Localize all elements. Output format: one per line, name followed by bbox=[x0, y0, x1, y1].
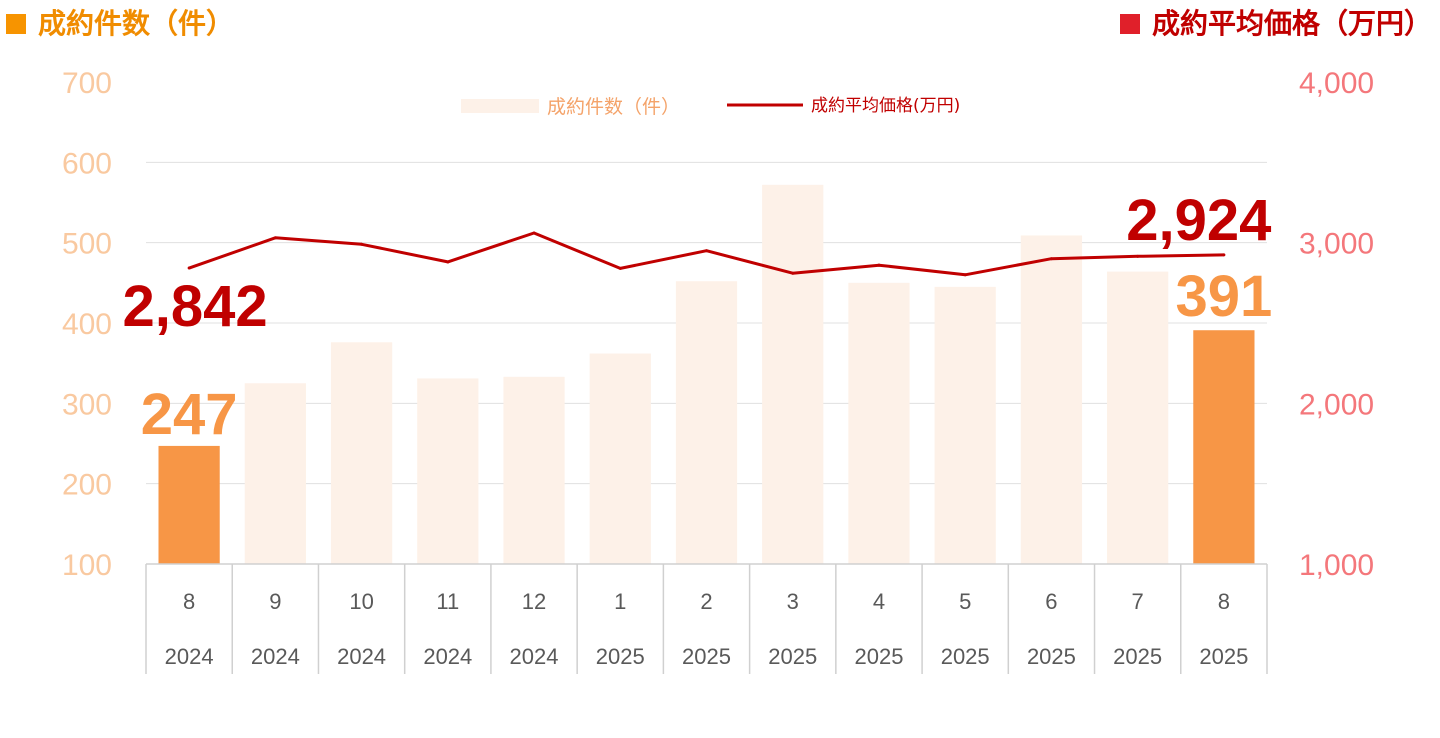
left-y-tick-label: 100 bbox=[62, 549, 112, 582]
right-y-tick-label: 3,000 bbox=[1299, 228, 1374, 261]
left-y-tick-label: 700 bbox=[62, 67, 112, 100]
line-point bbox=[187, 266, 191, 270]
left-axis-title-text: 成約件数（件） bbox=[38, 7, 235, 40]
x-tick-month: 7 bbox=[1132, 589, 1144, 614]
line-point bbox=[877, 263, 881, 267]
left-y-tick-label: 600 bbox=[62, 147, 112, 180]
right-y-tick-label: 1,000 bbox=[1299, 549, 1374, 582]
line-point bbox=[1136, 254, 1140, 258]
line-last-value-label: 2,924 bbox=[1126, 188, 1271, 253]
line-point bbox=[618, 266, 622, 270]
left-y-tick-label: 500 bbox=[62, 228, 112, 261]
left-y-tick-label: 300 bbox=[62, 388, 112, 421]
line-point bbox=[446, 260, 450, 264]
x-tick-year: 2025 bbox=[1027, 644, 1076, 669]
line-point bbox=[1222, 253, 1226, 257]
x-tick-year: 2024 bbox=[423, 644, 472, 669]
bar bbox=[158, 445, 220, 564]
line-point bbox=[360, 242, 364, 246]
bar bbox=[330, 342, 393, 564]
bar bbox=[589, 353, 651, 564]
bar bbox=[417, 378, 479, 564]
legend: 成約件数（件） 成約平均価格(万円) bbox=[461, 96, 960, 118]
left-y-axis: 700 600 500 400 300 200 100 bbox=[62, 67, 112, 582]
bar bbox=[934, 286, 996, 564]
legend-bar-label: 成約件数（件） bbox=[547, 96, 680, 118]
left-y-tick-label: 200 bbox=[62, 469, 112, 502]
legend-line-label: 成約平均価格(万円) bbox=[811, 96, 960, 116]
annotations: 247 391 2,842 2,924 bbox=[123, 188, 1273, 447]
x-tick-month: 10 bbox=[349, 589, 373, 614]
bar bbox=[244, 383, 306, 564]
bar bbox=[848, 282, 910, 564]
x-tick-month: 5 bbox=[959, 589, 971, 614]
x-tick-year: 2025 bbox=[682, 644, 731, 669]
bar bbox=[762, 184, 824, 564]
x-tick-year: 2025 bbox=[596, 644, 645, 669]
x-tick-month: 2 bbox=[700, 589, 712, 614]
x-tick-year: 2025 bbox=[941, 644, 990, 669]
legend-bar-swatch bbox=[461, 99, 539, 113]
bar bbox=[1193, 330, 1255, 564]
right-y-tick-label: 4,000 bbox=[1299, 67, 1374, 100]
x-tick-year: 2024 bbox=[251, 644, 300, 669]
bar bbox=[1107, 271, 1169, 564]
right-series-marker bbox=[1119, 14, 1140, 34]
bar bbox=[675, 281, 738, 564]
line-point bbox=[705, 249, 708, 253]
right-y-tick-label: 2,000 bbox=[1299, 388, 1374, 421]
bar-first-value-label: 247 bbox=[141, 382, 238, 447]
x-tick-month: 4 bbox=[873, 589, 885, 614]
x-tick-month: 1 bbox=[614, 589, 626, 614]
bar-last-value-label: 391 bbox=[1175, 264, 1272, 329]
x-tick-month: 11 bbox=[436, 589, 459, 614]
line-first-value-label: 2,842 bbox=[123, 274, 268, 339]
x-tick-year: 2024 bbox=[510, 644, 559, 669]
x-tick-month: 3 bbox=[787, 589, 799, 614]
x-tick-year: 2024 bbox=[337, 644, 386, 669]
x-tick-year: 2025 bbox=[1199, 644, 1248, 669]
bar-series bbox=[158, 184, 1255, 565]
line-point bbox=[1049, 257, 1053, 261]
x-tick-month: 6 bbox=[1045, 589, 1057, 614]
right-axis-title-text: 成約平均価格（万円） bbox=[1151, 7, 1432, 40]
line-point bbox=[963, 273, 967, 277]
right-y-axis: 4,000 3,000 2,000 1,000 bbox=[1299, 67, 1374, 582]
x-tick-year: 2024 bbox=[165, 644, 214, 669]
left-series-marker bbox=[6, 14, 26, 34]
line-point bbox=[532, 231, 536, 235]
left-axis-title: 成約件数（件） bbox=[6, 4, 234, 44]
bar bbox=[1020, 235, 1083, 565]
x-axis: 8 2024 9 2024 10 2024 11 2024 12 2024 1 2025 2 2025 3 2… bbox=[145, 563, 1268, 674]
line-point bbox=[791, 271, 795, 275]
left-y-tick-label: 400 bbox=[62, 308, 112, 341]
x-tick-year: 2025 bbox=[1113, 644, 1162, 669]
x-tick-year: 2025 bbox=[768, 644, 817, 669]
x-tick-month: 12 bbox=[522, 589, 546, 614]
x-tick-month: 8 bbox=[1218, 589, 1230, 614]
line-series bbox=[187, 231, 1226, 277]
right-axis-title: 成約平均価格（万円） bbox=[1119, 4, 1432, 44]
x-tick-month: 8 bbox=[183, 589, 195, 614]
x-tick-month: 9 bbox=[269, 589, 281, 614]
bar bbox=[503, 376, 565, 564]
x-tick-year: 2025 bbox=[854, 644, 903, 669]
line-point bbox=[273, 236, 277, 240]
